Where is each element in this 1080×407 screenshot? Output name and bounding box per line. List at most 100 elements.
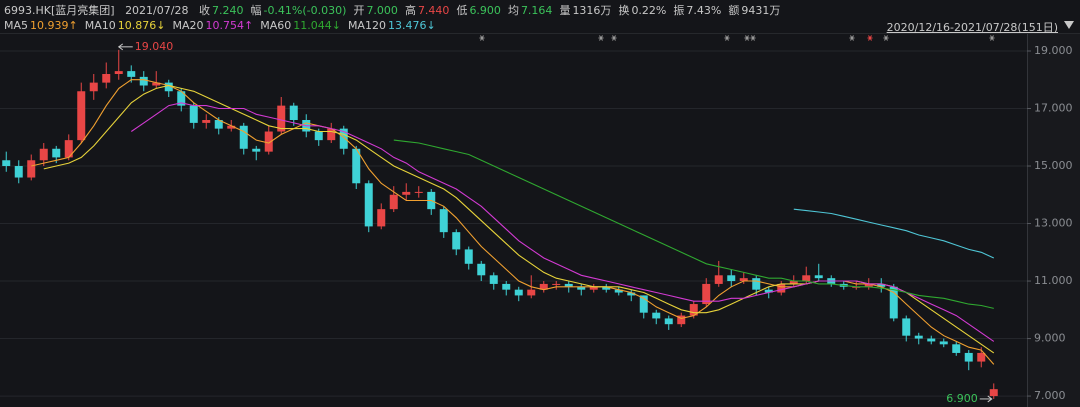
legend-value: 10.754↑ [205, 19, 254, 32]
quote-value: 0.22% [631, 4, 667, 17]
candle-body [814, 275, 823, 279]
candle-body [52, 148, 61, 158]
candle-body [964, 352, 973, 362]
candle-body [89, 82, 98, 92]
candle-body [702, 283, 711, 305]
candle-body [452, 232, 461, 250]
event-marker-stroke [599, 35, 603, 41]
event-marker-stroke [612, 35, 616, 41]
event-marker [989, 35, 995, 41]
candle-body [539, 283, 548, 290]
legend-name: MA120 [347, 19, 386, 32]
candle-body [164, 82, 173, 92]
ma-line [793, 208, 995, 259]
candle-body [352, 148, 361, 184]
event-marker [849, 35, 855, 41]
quote-label: 量 [559, 4, 571, 17]
candle-body [777, 283, 786, 293]
candle-body [652, 312, 661, 319]
quote-value: 7.240 [211, 4, 244, 17]
candle-body [102, 73, 111, 83]
candle-body [877, 283, 886, 287]
candle-body [902, 318, 911, 336]
legend-name: MA20 [172, 19, 204, 32]
candle-body [764, 289, 773, 293]
quote-value: 7.164 [520, 4, 553, 17]
event-marker [479, 35, 485, 41]
quote-label: 幅 [250, 4, 262, 17]
event-marker-stroke [990, 35, 994, 41]
quote-value: 1316万 [572, 4, 612, 17]
ma-line [130, 102, 995, 342]
candle-body [677, 315, 686, 325]
candle-body [727, 275, 736, 282]
quote-value: 7.43% [686, 4, 722, 17]
quote-label: 振 [673, 4, 685, 17]
candle-body [377, 209, 386, 227]
candle-body [364, 183, 373, 227]
candle-body [77, 91, 86, 141]
event-marker [744, 35, 750, 41]
candle-body [752, 278, 761, 290]
candle-body [202, 120, 211, 123]
event-marker-stroke [745, 35, 749, 41]
candle-body [639, 295, 648, 313]
candle-body [127, 71, 136, 77]
candle-body [2, 160, 11, 167]
event-marker [611, 35, 617, 41]
range-dropdown[interactable] [1064, 21, 1074, 29]
candle-body [864, 283, 873, 287]
y-tick-label: 11.000 [1034, 274, 1073, 287]
candle-body [502, 283, 511, 290]
event-marker-stroke [751, 35, 755, 41]
legend-name: MA10 [84, 19, 116, 32]
candle-body [264, 131, 273, 152]
candle-body [339, 128, 348, 149]
candle-body [14, 166, 23, 178]
candle-body [489, 275, 498, 284]
date: 2021/07/28 [125, 4, 189, 17]
candle-body [152, 82, 161, 86]
candle-body [689, 304, 698, 316]
candle-body [989, 389, 998, 397]
event-marker-stroke [480, 35, 484, 41]
y-tick-label: 13.000 [1034, 217, 1073, 230]
candle-body [227, 125, 236, 129]
quote-value: 9431万 [741, 4, 781, 17]
candle-body [289, 105, 298, 121]
legend-value: 11.044↓ [293, 19, 341, 32]
candle-body [239, 125, 248, 149]
candle-body [614, 289, 623, 293]
quote-value: -0.41%(-0.030) [263, 4, 347, 17]
legend-name: MA5 [4, 19, 29, 32]
event-marker [724, 35, 730, 41]
candle-body [927, 338, 936, 342]
event-marker [750, 35, 756, 41]
legend-name: MA60 [260, 19, 292, 32]
y-tick-label: 9.000 [1034, 332, 1066, 345]
event-markers [479, 35, 995, 41]
candle-body [739, 278, 748, 282]
date-range[interactable]: 2020/12/16-2021/07/28(151日) [886, 21, 1058, 34]
annotation-arrowhead [987, 395, 993, 403]
candle-body [277, 105, 286, 132]
candle-body [664, 318, 673, 325]
event-marker-stroke [884, 35, 888, 41]
event-marker-stroke [850, 35, 854, 41]
quote-label: 换 [618, 4, 630, 17]
candle-body [514, 289, 523, 296]
candle-body [564, 283, 573, 287]
quote-label: 额 [728, 4, 740, 17]
quote-value: 6.900 [469, 4, 501, 17]
candle-body [439, 209, 448, 233]
candle-body [27, 160, 36, 178]
event-marker [867, 35, 873, 41]
header: 6993.HK[蓝月亮集团] 2021/07/28 收 7.240 幅 -0.41%(… [0, 0, 1080, 34]
legend: MA5 10.939↑ MA10 10.876↓ MA20 10.754↑ MA60 11.0… [4, 19, 443, 32]
event-marker-stroke [868, 35, 872, 41]
candle-body [939, 341, 948, 345]
candle-body [577, 286, 586, 290]
annotation: 6.900 [946, 392, 978, 405]
